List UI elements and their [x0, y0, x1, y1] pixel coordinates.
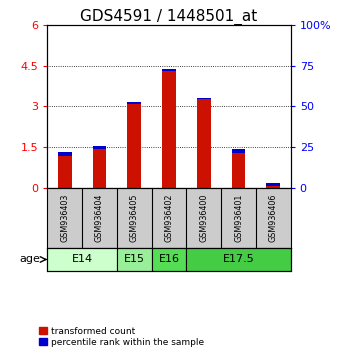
- Text: E14: E14: [72, 255, 93, 264]
- Text: GSM936402: GSM936402: [165, 193, 173, 242]
- Text: age: age: [20, 255, 40, 264]
- Text: E15: E15: [124, 255, 145, 264]
- Bar: [127, 103, 141, 188]
- Text: E17.5: E17.5: [223, 255, 255, 264]
- Text: GSM936405: GSM936405: [130, 193, 139, 242]
- Text: GSM936404: GSM936404: [95, 194, 104, 242]
- Text: GSM936400: GSM936400: [199, 194, 208, 242]
- Bar: [162, 72, 176, 188]
- Legend: transformed count, percentile rank within the sample: transformed count, percentile rank withi…: [38, 326, 205, 348]
- Bar: [58, 156, 72, 188]
- Bar: [162, 69, 176, 72]
- Text: GSM936401: GSM936401: [234, 194, 243, 242]
- Bar: [232, 153, 245, 188]
- Bar: [266, 186, 280, 188]
- Bar: [152, 248, 186, 271]
- Bar: [93, 146, 106, 149]
- Bar: [197, 99, 211, 188]
- Bar: [93, 149, 106, 188]
- Bar: [232, 149, 245, 153]
- Title: GDS4591 / 1448501_at: GDS4591 / 1448501_at: [80, 8, 258, 25]
- Bar: [127, 102, 141, 103]
- Bar: [117, 248, 152, 271]
- Bar: [266, 183, 280, 186]
- Text: GSM936406: GSM936406: [269, 194, 278, 242]
- Text: E16: E16: [159, 255, 179, 264]
- Bar: [47, 248, 117, 271]
- Bar: [186, 248, 291, 271]
- Bar: [58, 152, 72, 156]
- Text: GSM936403: GSM936403: [60, 194, 69, 242]
- Bar: [197, 98, 211, 99]
